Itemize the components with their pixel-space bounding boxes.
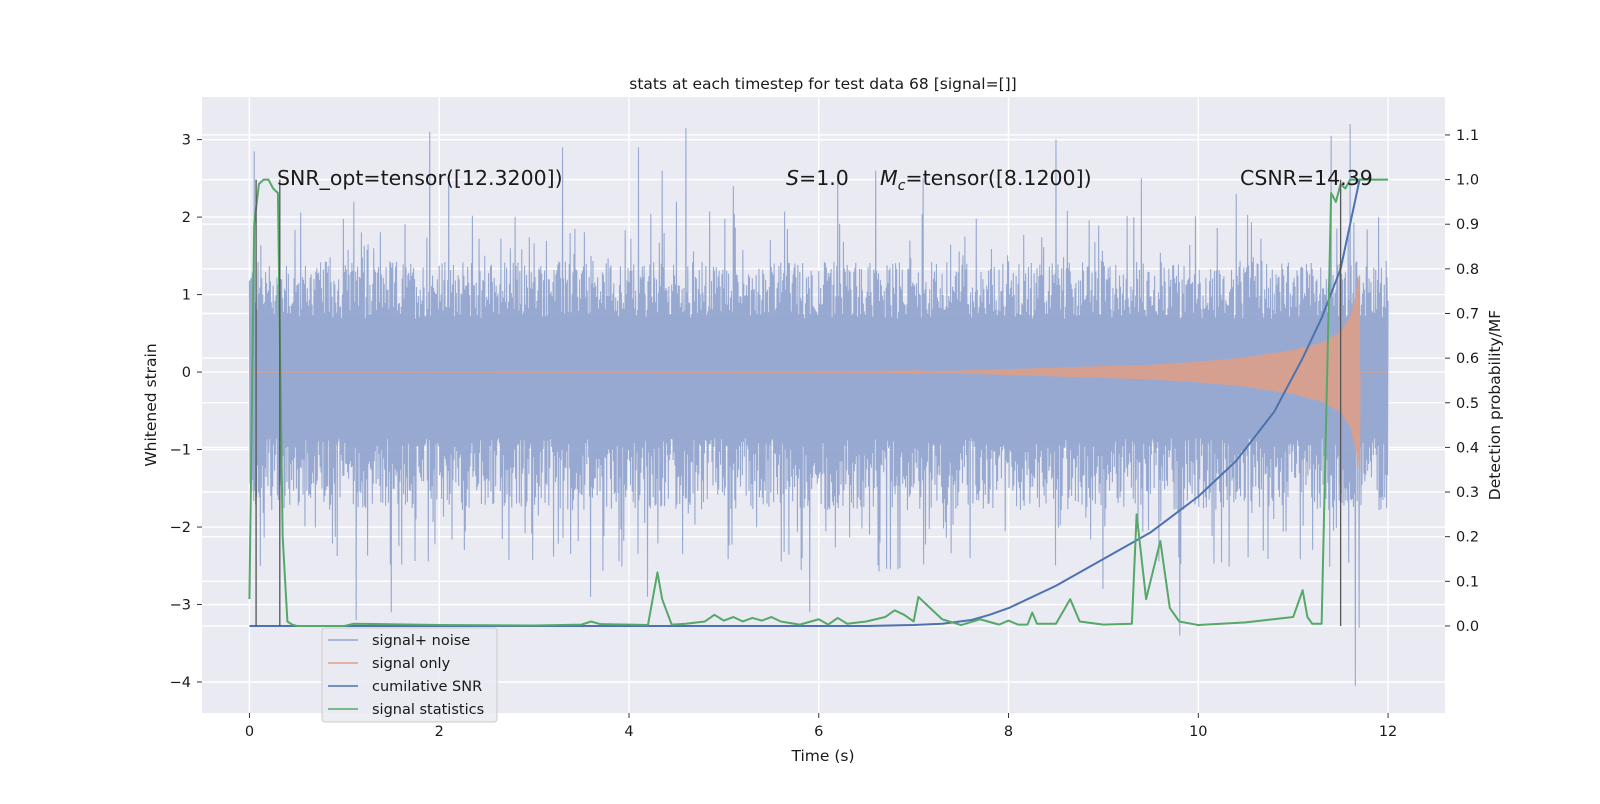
legend-box — [321, 627, 498, 723]
series-signal-statistics — [248, 178, 1389, 627]
y-right-tick-label: 0.7 — [1456, 306, 1479, 322]
y-right-tick-label: 0.4 — [1456, 440, 1479, 456]
legend: signal+ noise signal only cumilative SNR… — [321, 627, 498, 723]
annotation-mc-symbol: M — [880, 166, 898, 190]
y-right-tick-label: 0.3 — [1456, 485, 1479, 501]
y-left-tick-label: −1 — [170, 443, 191, 459]
y-axis-label-left: Whitened strain — [142, 343, 160, 466]
annotation-snr-opt: SNR_opt=tensor([12.3200]) — [277, 166, 563, 191]
x-tick-label: 4 — [624, 724, 633, 740]
legend-label-signal-noise: signal+ noise — [372, 633, 470, 649]
legend-label-signal-statistics: signal statistics — [372, 702, 484, 718]
vertical-markers — [255, 179, 1342, 626]
series-signal-only — [249, 275, 1389, 472]
annotations: SNR_opt=tensor([12.3200]) S=1.0 Mc=tenso… — [277, 166, 1373, 194]
x-tick-label: 12 — [1379, 724, 1397, 740]
axes: 0 2 4 6 8 10 12−4−3−2−101230.00.10.20.30.40.50… — [170, 128, 1479, 740]
y-left-tick-label: 3 — [182, 133, 191, 149]
chart-title: stats at each timestep for test data 68 … — [629, 75, 1016, 93]
x-axis-label: Time (s) — [790, 747, 854, 765]
y-left-tick-label: −2 — [170, 520, 191, 536]
y-left-tick-label: −3 — [170, 598, 191, 614]
x-tick-label: 0 — [245, 724, 254, 740]
annotation-s: S=1.0 — [786, 166, 849, 190]
annotation-csnr: CSNR=14.39 — [1240, 166, 1373, 190]
y-right-tick-label: 0.0 — [1456, 619, 1479, 635]
y-right-tick-label: 0.6 — [1456, 351, 1479, 367]
legend-label-signal-only: signal only — [372, 656, 451, 672]
y-left-tick-label: 1 — [182, 288, 191, 304]
y-right-tick-label: 0.1 — [1456, 574, 1479, 590]
x-tick-label: 6 — [814, 724, 823, 740]
y-right-tick-label: 1.1 — [1456, 128, 1479, 144]
y-right-tick-label: 0.8 — [1456, 262, 1479, 278]
y-axis-label-right: Detection probability/MF — [1486, 310, 1504, 501]
x-tick-label: 8 — [1004, 724, 1013, 740]
annotation-mc-value: =tensor([8.1200]) — [905, 166, 1091, 190]
legend-label-cumulative-snr: cumilative SNR — [372, 679, 482, 695]
series-signal-noise — [248, 124, 1389, 686]
annotation-s-value: =1.0 — [799, 166, 849, 190]
y-left-tick-label: 2 — [182, 210, 191, 226]
y-left-tick-label: −4 — [170, 675, 191, 691]
y-right-tick-label: 0.5 — [1456, 396, 1479, 412]
y-right-tick-label: 0.2 — [1456, 530, 1479, 546]
annotation-mc-subscript: c — [898, 178, 906, 194]
x-tick-label: 2 — [435, 724, 444, 740]
annotation-mc: Mc=tensor([8.1200]) — [880, 166, 1092, 194]
annotation-s-symbol: S — [786, 166, 799, 190]
y-right-tick-label: 0.9 — [1456, 217, 1479, 233]
series-group — [248, 124, 1389, 686]
y-right-tick-label: 1.0 — [1456, 173, 1479, 189]
x-tick-label: 10 — [1189, 724, 1207, 740]
y-left-tick-label: 0 — [182, 365, 191, 381]
series-cumulative-snr — [249, 179, 1361, 627]
